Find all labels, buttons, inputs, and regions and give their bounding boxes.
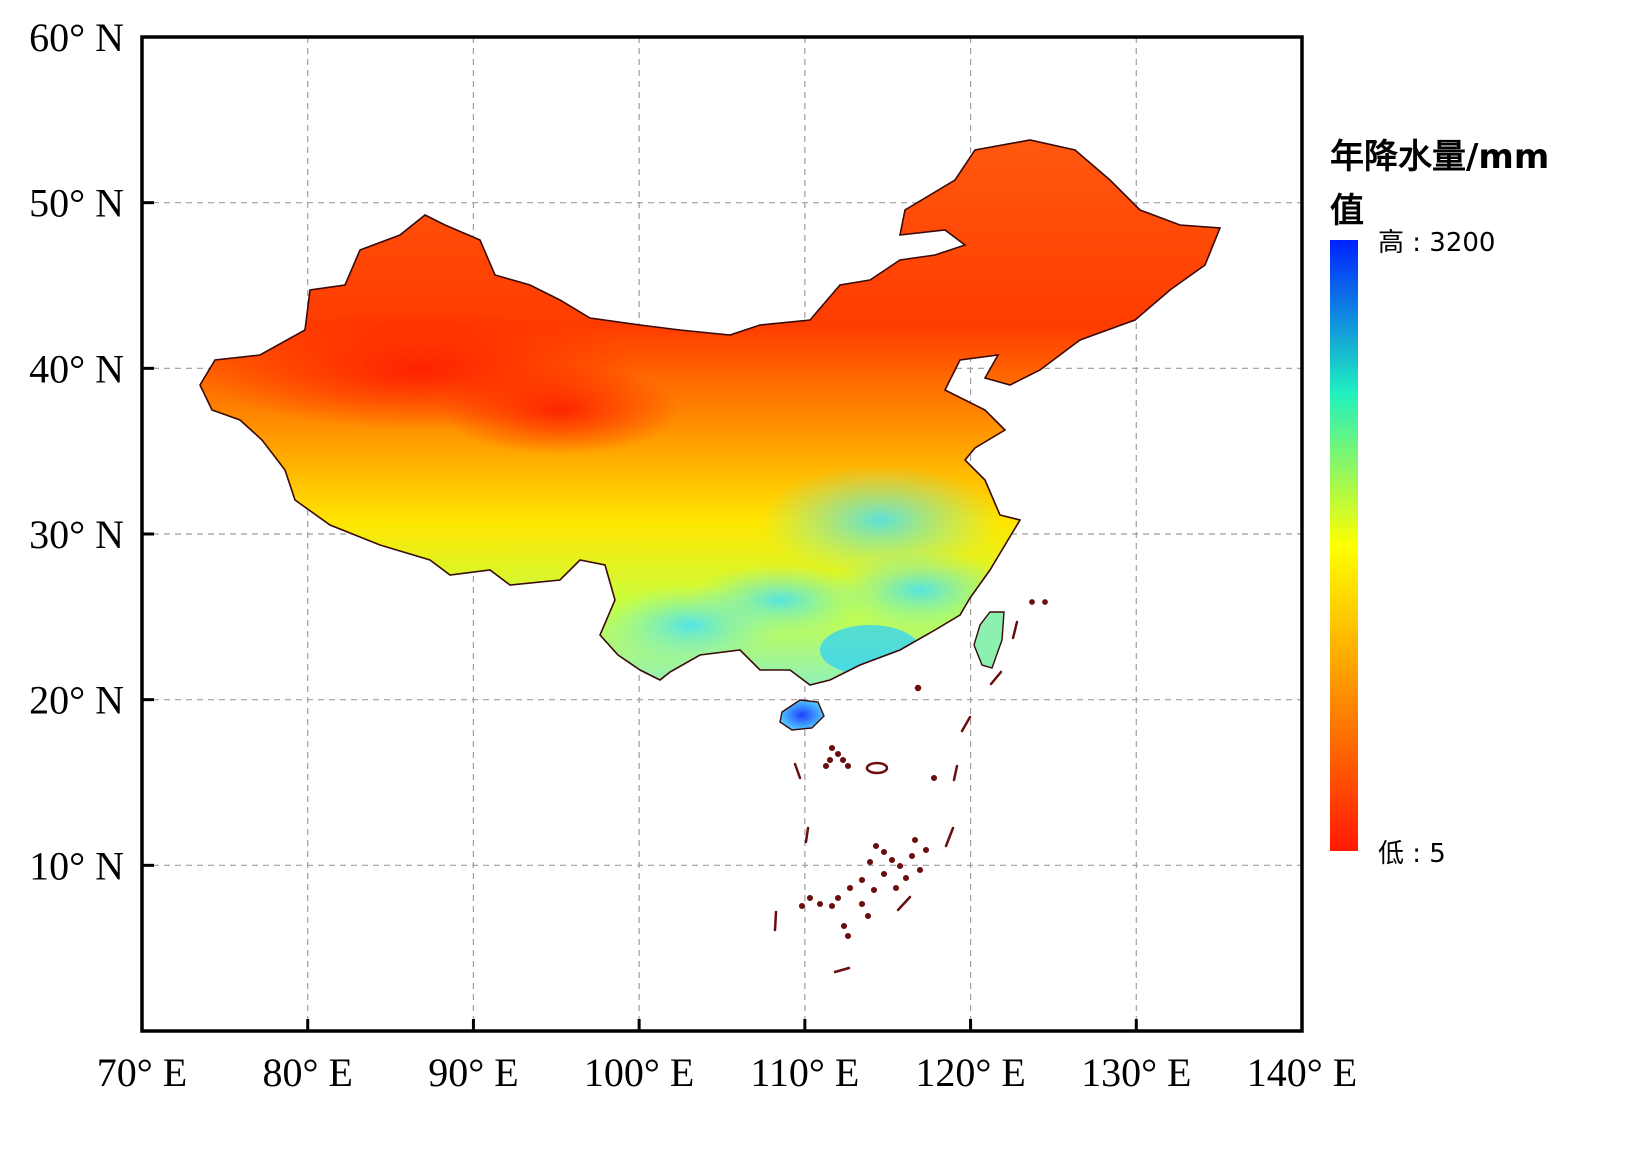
y-axis-labels: 60° N 50° N 40° N 30° N 20° N 10° N xyxy=(29,15,124,888)
x-tick-label: 100° E xyxy=(584,1050,694,1095)
x-tick-label: 130° E xyxy=(1081,1050,1191,1095)
legend-subtitle: 值 xyxy=(1330,191,1364,231)
x-tick-label: 140° E xyxy=(1247,1050,1357,1095)
x-tick-label: 90° E xyxy=(428,1050,518,1095)
y-tick-label: 40° N xyxy=(29,346,124,391)
x-tick-label: 110° E xyxy=(750,1050,859,1095)
hainan-island xyxy=(779,699,825,731)
south-china-sea-islands xyxy=(773,599,1048,974)
x-tick-label: 70° E xyxy=(97,1050,187,1095)
axis-ticks xyxy=(140,35,1304,1031)
y-tick-label: 50° N xyxy=(29,181,124,226)
x-tick-label: 120° E xyxy=(915,1050,1025,1095)
legend-low-label: 低 : 5 xyxy=(1378,839,1446,869)
taiwan-island xyxy=(973,611,1005,669)
legend-high-label: 高 : 3200 xyxy=(1378,228,1495,258)
y-tick-label: 20° N xyxy=(29,678,124,723)
y-tick-label: 60° N xyxy=(29,15,124,60)
x-tick-label: 80° E xyxy=(262,1050,352,1095)
y-tick-label: 10° N xyxy=(29,843,124,888)
y-tick-label: 30° N xyxy=(29,512,124,557)
legend-title: 年降水量/mm xyxy=(1330,137,1549,177)
legend-color-bar xyxy=(1330,240,1358,851)
mainland-china xyxy=(199,139,1222,686)
legend: 年降水量/mm 值 高 : 3200 低 : 5 xyxy=(1330,137,1549,869)
x-axis-labels: 70° E 80° E 90° E 100° E 110° E 120° E 130° E 1… xyxy=(97,1050,1357,1095)
